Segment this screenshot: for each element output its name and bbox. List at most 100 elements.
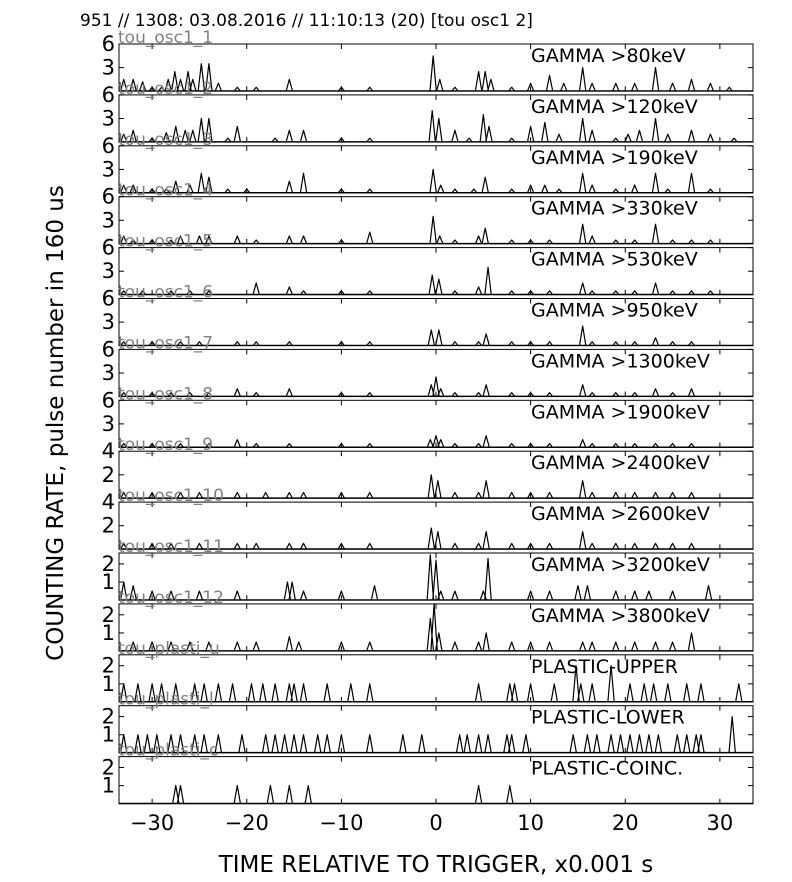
data-peak <box>427 329 436 346</box>
data-peak <box>487 78 495 92</box>
data-peak <box>687 388 696 397</box>
data-peak <box>526 392 535 397</box>
data-peak <box>366 341 374 347</box>
data-peak <box>526 184 535 194</box>
data-peak <box>668 239 677 245</box>
y-tick-label: 1 <box>102 621 115 645</box>
data-peak <box>626 734 634 754</box>
y-tick-label: 6 <box>102 32 115 56</box>
y-tick-label: 2 <box>102 552 115 576</box>
data-peak <box>612 590 620 601</box>
data-peak <box>474 286 483 296</box>
data-peak <box>337 442 346 448</box>
data-peak <box>366 392 374 397</box>
data-peak <box>673 734 682 754</box>
data-peak <box>157 86 166 92</box>
data-peak <box>138 290 147 296</box>
data-peak <box>119 184 128 194</box>
data-peak <box>285 635 294 652</box>
data-peak <box>120 341 128 347</box>
data-peak <box>555 133 563 143</box>
data-peak <box>630 184 639 194</box>
data-peak <box>651 223 660 244</box>
panel-tou_osc1_1: 36 GAMMA >80keV tou_osc1_1 <box>102 28 754 92</box>
data-peak <box>687 632 696 652</box>
x-tick-label: 0 <box>429 811 442 835</box>
data-peak <box>451 641 459 652</box>
data-peak <box>522 734 530 754</box>
data-peak <box>252 86 260 92</box>
channel-id-label: tou_osc1_7 <box>118 333 213 353</box>
y-tick-label: 2 <box>102 463 115 487</box>
data-peak <box>687 542 696 550</box>
data-peak <box>576 683 585 703</box>
data-peak <box>197 172 206 194</box>
y-tick-label: 6 <box>102 134 115 158</box>
data-peak <box>200 683 208 703</box>
panel-label: GAMMA >80keV <box>531 45 686 67</box>
data-peak <box>474 341 483 347</box>
data-peak <box>337 137 346 143</box>
data-peak <box>299 235 308 245</box>
data-peak <box>186 641 194 652</box>
data-peak <box>288 581 296 601</box>
data-peak <box>668 590 677 601</box>
data-peak <box>337 86 346 92</box>
data-peak <box>189 78 197 92</box>
x-tick-label: 10 <box>517 811 544 835</box>
data-peak <box>569 734 577 754</box>
data-peak <box>252 239 260 245</box>
data-peak <box>290 734 298 754</box>
data-peak <box>285 235 294 245</box>
data-peak <box>545 641 554 652</box>
data-peak <box>285 388 294 397</box>
data-peak <box>120 542 128 550</box>
data-peak <box>507 734 516 754</box>
data-peak <box>668 641 677 652</box>
data-peak <box>508 290 516 296</box>
data-peak <box>224 137 232 143</box>
data-peak <box>451 239 459 245</box>
data-peak <box>588 442 596 448</box>
data-peak <box>435 278 443 295</box>
y-tick-label: 6 <box>102 337 115 361</box>
data-peak <box>299 290 308 296</box>
data-peak <box>365 683 374 703</box>
data-peak <box>728 715 736 753</box>
x-tick-label: −10 <box>319 811 363 835</box>
y-tick-label: 2 <box>102 654 115 678</box>
data-peak <box>526 82 535 92</box>
y-tick-label: 1 <box>102 723 115 747</box>
data-peak <box>233 641 242 652</box>
data-peak <box>233 785 242 804</box>
data-peak <box>366 290 374 296</box>
x-axis-label: TIME RELATIVE TO TRIGGER, x0.001 s <box>218 852 654 878</box>
data-peak <box>299 734 308 754</box>
data-peak <box>578 439 587 448</box>
data-peak <box>119 683 128 703</box>
data-peak <box>484 557 492 601</box>
data-peak <box>588 341 596 347</box>
data-peak <box>233 125 242 143</box>
panel-tou_osc1_10: 24 GAMMA >2600keV tou_osc1_10 <box>102 486 754 550</box>
data-peak <box>526 341 535 347</box>
panel-label: GAMMA >190keV <box>531 147 698 169</box>
data-peak <box>588 491 596 499</box>
data-peak <box>167 239 175 245</box>
data-peak <box>463 734 472 754</box>
y-tick-label: 3 <box>102 361 115 385</box>
data-peak <box>233 590 242 601</box>
y-tick-label: 2 <box>102 514 115 538</box>
data-peak <box>593 734 601 754</box>
data-peak <box>687 78 696 92</box>
data-peak <box>630 641 639 652</box>
data-peak <box>426 617 435 652</box>
data-peak <box>195 235 204 245</box>
data-peak <box>612 392 620 397</box>
data-peak <box>612 290 620 296</box>
data-peak <box>545 590 554 601</box>
data-peak <box>578 641 587 652</box>
data-peak <box>526 290 535 296</box>
data-peak <box>205 392 213 397</box>
